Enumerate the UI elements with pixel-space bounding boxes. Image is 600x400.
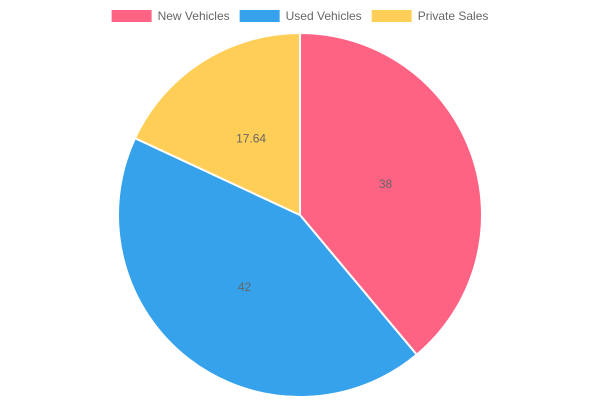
pie-slice-new-vehicles[interactable]: [299, 31, 483, 357]
pie-label-private-sales: 17.64: [236, 131, 266, 145]
pie-slice-used-vehicles[interactable]: [117, 136, 419, 398]
pie-slices: [117, 31, 483, 398]
legend-swatch-private-sales: [371, 10, 412, 22]
legend-label-used-vehicles: Used Vehicles: [286, 9, 362, 23]
pie-label-new-vehicles: 38: [379, 177, 393, 191]
chart-legend: New Vehicles Used Vehicles Private Sales: [111, 9, 489, 23]
legend-swatch-new-vehicles: [111, 10, 152, 22]
legend-item-private-sales[interactable]: Private Sales: [371, 9, 489, 23]
pie-value-labels: 38 42 17.64: [236, 131, 392, 294]
legend-swatch-used-vehicles: [239, 10, 280, 22]
pie-slice-private-sales[interactable]: [133, 31, 301, 217]
pie-label-used-vehicles: 42: [238, 280, 252, 294]
legend-item-used-vehicles[interactable]: Used Vehicles: [239, 9, 362, 23]
legend-item-new-vehicles[interactable]: New Vehicles: [111, 9, 230, 23]
legend-label-new-vehicles: New Vehicles: [158, 9, 230, 23]
legend-label-private-sales: Private Sales: [418, 9, 489, 23]
